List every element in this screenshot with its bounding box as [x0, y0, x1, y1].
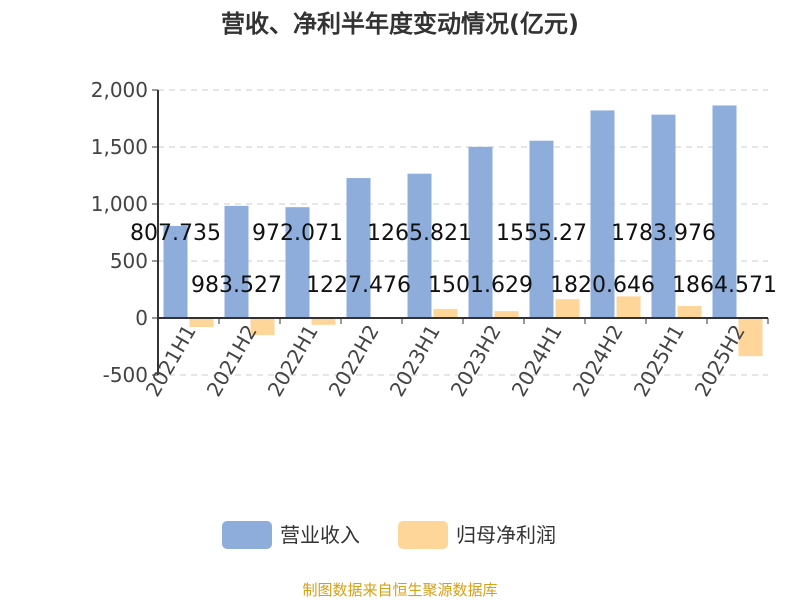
revenue-data-label: 1820.646 [550, 273, 655, 298]
revenue-bar [285, 207, 310, 318]
net-profit-bar [250, 318, 275, 336]
y-tick-label: 500 [110, 249, 148, 273]
net-profit-bar [738, 318, 763, 357]
y-tick-label: 1,500 [91, 135, 148, 159]
x-tick-label: 2021H2 [202, 321, 262, 401]
legend-swatch [222, 521, 272, 549]
net-profit-bar [494, 311, 519, 318]
revenue-bar [651, 114, 676, 318]
revenue-data-label: 1227.476 [306, 273, 411, 298]
revenue-bar [529, 140, 554, 318]
revenue-data-label: 1555.27 [496, 221, 587, 246]
net-profit-bar [311, 318, 336, 325]
net-profit-bar [677, 306, 702, 318]
revenue-bar [163, 225, 188, 318]
legend-label: 归母净利润 [456, 523, 556, 547]
chart-title: 营收、净利半年度变动情况(亿元) [221, 10, 579, 38]
revenue-data-label: 807.735 [130, 221, 221, 246]
revenue-data-label: 1265.821 [367, 221, 472, 246]
revenue-bar [407, 173, 432, 318]
revenue-bar [224, 205, 249, 318]
x-tick-label: 2022H2 [324, 321, 384, 401]
revenue-data-label: 1783.976 [611, 221, 716, 246]
y-tick-label: 1,000 [91, 192, 148, 216]
y-tick-label: 0 [135, 306, 148, 330]
y-tick-label: -500 [103, 363, 148, 387]
x-tick-label: 2024H2 [568, 321, 628, 401]
net-profit-bar [189, 318, 214, 328]
revenue-data-label: 1864.571 [672, 273, 777, 298]
net-profit-bar [433, 308, 458, 318]
x-tick-label: 2023H1 [385, 321, 445, 401]
y-tick-label: 2,000 [91, 78, 148, 102]
revenue-data-label: 983.527 [191, 273, 282, 298]
revenue-data-label: 972.071 [252, 221, 343, 246]
x-tick-label: 2021H1 [141, 321, 201, 401]
revenue-bar [590, 110, 615, 319]
x-tick-label: 2024H1 [507, 321, 567, 401]
x-tick-label: 2025H1 [629, 321, 689, 401]
revenue-bar [468, 146, 493, 318]
net-profit-bar [555, 299, 580, 318]
legend-label: 营业收入 [280, 523, 360, 547]
net-profit-bar [616, 296, 641, 318]
revenue-bar [346, 178, 371, 318]
x-tick-label: 2025H2 [690, 321, 750, 401]
revenue-data-label: 1501.629 [428, 273, 533, 298]
revenue-bar [712, 105, 737, 318]
footer-source: 制图数据来自恒生聚源数据库 [302, 581, 497, 599]
legend-swatch [398, 521, 448, 549]
x-tick-label: 2023H2 [446, 321, 506, 401]
